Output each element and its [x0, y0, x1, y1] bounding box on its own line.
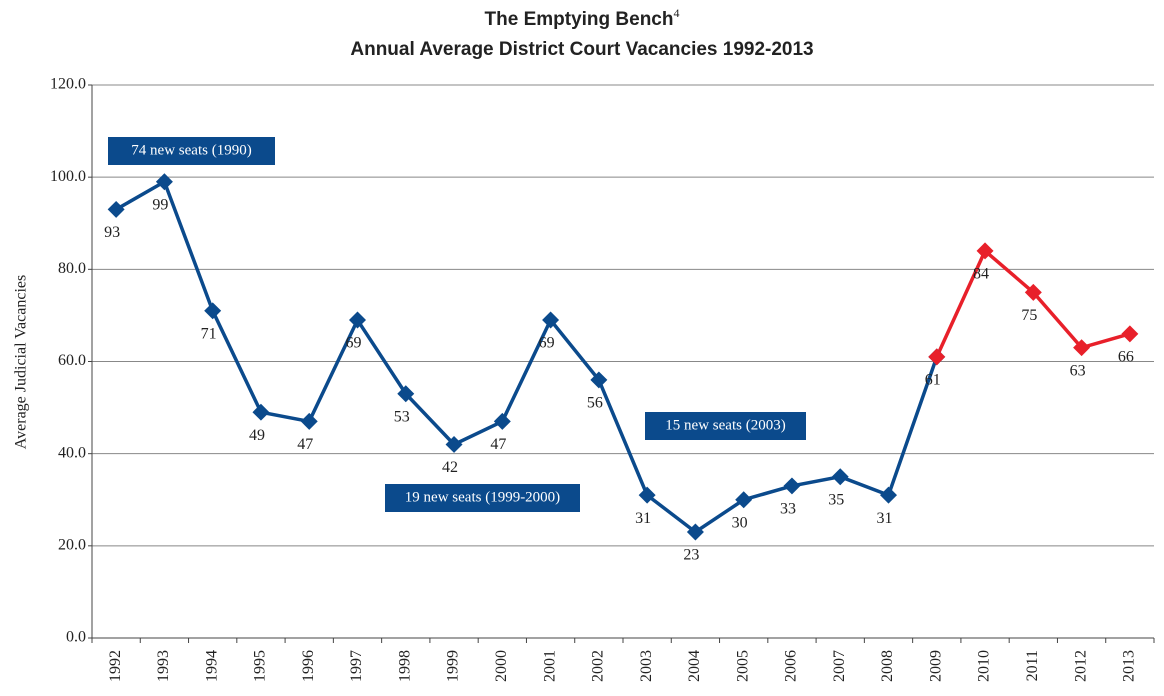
annotation: 74 new seats (1990)	[131, 142, 251, 158]
x-tick-label: 2002	[590, 650, 607, 682]
chart-subtitle: Annual Average District Court Vacancies …	[350, 39, 813, 60]
x-tick-label: 2005	[734, 650, 751, 682]
annotation-box	[645, 412, 806, 440]
data-label: 69	[539, 335, 555, 352]
data-label: 69	[346, 335, 362, 352]
y-tick-label: 100.0	[50, 168, 86, 185]
data-label: 75	[1021, 307, 1037, 324]
y-tick-label: 20.0	[58, 537, 86, 554]
x-tick-label: 1995	[252, 650, 269, 682]
data-label: 47	[490, 436, 506, 453]
x-tick-label: 2006	[783, 650, 800, 682]
data-label: 66	[1118, 349, 1134, 366]
data-label: 33	[780, 501, 796, 518]
x-tick-label: 1998	[396, 650, 413, 682]
x-tick-label: 2009	[927, 650, 944, 682]
annotation-box	[385, 484, 580, 512]
title-footnote: 4	[673, 6, 679, 20]
marker	[204, 302, 222, 320]
data-label: 63	[1070, 362, 1086, 379]
annotation-box	[108, 137, 275, 165]
data-label: 56	[587, 395, 603, 412]
marker	[880, 486, 897, 504]
marker	[976, 242, 994, 260]
x-tick-label: 2011	[1024, 650, 1041, 681]
data-label: 84	[973, 266, 989, 283]
marker	[1121, 325, 1139, 343]
data-label: 42	[442, 459, 458, 476]
marker	[493, 412, 511, 430]
marker	[252, 403, 270, 421]
x-tick-label: 1994	[203, 650, 220, 682]
marker	[928, 348, 946, 366]
x-tick-label: 2000	[493, 650, 510, 682]
y-tick-label: 80.0	[58, 260, 86, 277]
x-tick-label: 2010	[976, 650, 993, 682]
data-label: 49	[249, 427, 265, 444]
data-label: 30	[732, 514, 748, 531]
x-tick-label: 2012	[1072, 650, 1089, 682]
marker	[686, 523, 704, 541]
data-label: 61	[925, 372, 941, 389]
marker	[445, 435, 463, 453]
y-axis-label: Average Judicial Vacancies	[13, 275, 30, 449]
y-tick-label: 60.0	[58, 352, 86, 369]
marker	[397, 385, 415, 403]
marker	[542, 311, 560, 329]
x-tick-label: 2008	[879, 650, 896, 682]
x-tick-label: 2004	[686, 650, 703, 682]
data-label: 47	[297, 436, 313, 453]
data-label: 23	[683, 547, 699, 564]
marker	[107, 200, 125, 218]
y-tick-label: 0.0	[66, 629, 86, 646]
data-label: 99	[152, 196, 168, 213]
x-tick-label: 2013	[1121, 650, 1138, 682]
marker	[638, 486, 656, 504]
marker	[735, 491, 753, 509]
x-tick-label: 1993	[155, 650, 172, 682]
x-tick-label: 2001	[541, 650, 558, 682]
data-label: 35	[828, 491, 844, 508]
x-tick-label: 2003	[638, 650, 655, 682]
data-label: 31	[877, 510, 893, 527]
x-tick-label: 1997	[348, 650, 365, 682]
series-line	[935, 248, 1131, 358]
data-label: 53	[394, 408, 410, 425]
chart-title: The Emptying Bench	[485, 9, 674, 30]
data-label: 31	[635, 510, 651, 527]
marker	[783, 477, 801, 495]
annotation: 15 new seats (2003)	[665, 417, 785, 433]
chart-title-group: The Emptying Bench4	[485, 6, 680, 30]
x-tick-label: 2007	[831, 650, 848, 682]
marker	[590, 371, 608, 389]
y-tick-label: 120.0	[50, 76, 86, 93]
marker	[349, 311, 366, 329]
data-label: 71	[201, 325, 217, 342]
marker	[300, 412, 318, 430]
marker	[155, 173, 173, 191]
data-label: 93	[104, 224, 120, 241]
x-tick-label: 1996	[300, 650, 317, 682]
x-tick-label: 1999	[445, 650, 462, 682]
y-tick-label: 40.0	[58, 444, 86, 461]
annotation: 19 new seats (1999-2000)	[405, 489, 560, 505]
marker	[831, 468, 849, 486]
x-tick-label: 1992	[107, 650, 124, 682]
series-line	[115, 179, 939, 535]
